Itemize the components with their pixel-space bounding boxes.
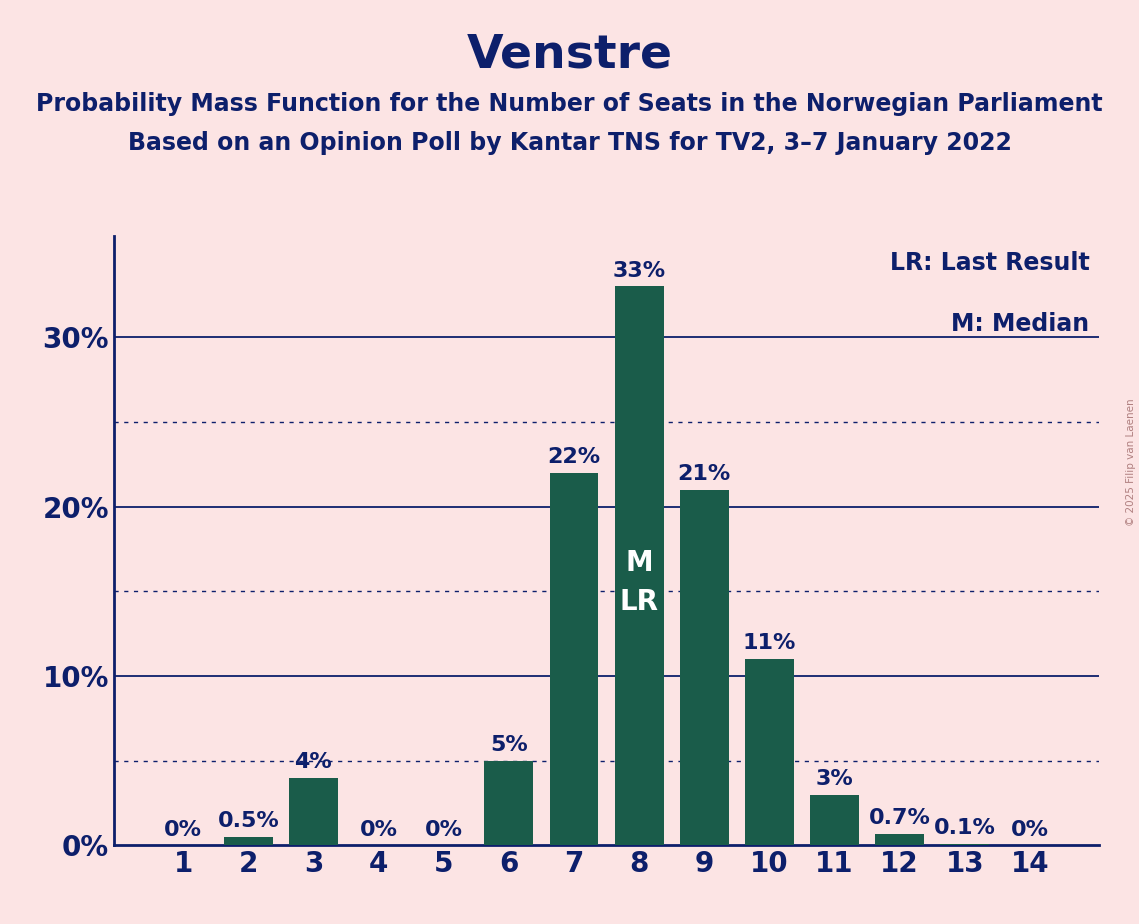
Text: 4%: 4% <box>295 752 333 772</box>
Text: Probability Mass Function for the Number of Seats in the Norwegian Parliament: Probability Mass Function for the Number… <box>36 92 1103 116</box>
Text: 0%: 0% <box>425 820 462 840</box>
Text: 0.7%: 0.7% <box>869 808 931 828</box>
Text: 0.5%: 0.5% <box>218 811 279 831</box>
Text: © 2025 Filip van Laenen: © 2025 Filip van Laenen <box>1126 398 1136 526</box>
Bar <box>289 778 338 845</box>
Bar <box>615 286 664 845</box>
Text: Based on an Opinion Poll by Kantar TNS for TV2, 3–7 January 2022: Based on an Opinion Poll by Kantar TNS f… <box>128 131 1011 155</box>
Bar <box>224 837 272 845</box>
Text: M: Median: M: Median <box>951 312 1089 335</box>
Text: 0%: 0% <box>1011 820 1049 840</box>
Text: 0%: 0% <box>164 820 202 840</box>
Text: Venstre: Venstre <box>467 32 672 78</box>
Bar <box>680 490 729 845</box>
Bar <box>941 844 989 845</box>
Bar <box>484 760 533 845</box>
Text: 0%: 0% <box>360 820 398 840</box>
Text: 5%: 5% <box>490 735 527 755</box>
Text: 11%: 11% <box>743 633 796 653</box>
Text: 3%: 3% <box>816 769 853 789</box>
Text: 21%: 21% <box>678 464 731 484</box>
Bar <box>745 659 794 845</box>
Text: LR: Last Result: LR: Last Result <box>890 250 1089 274</box>
Bar <box>810 795 859 845</box>
Text: 33%: 33% <box>613 261 665 281</box>
Bar <box>549 473 598 845</box>
Text: 22%: 22% <box>548 447 600 467</box>
Text: 0.1%: 0.1% <box>934 818 995 838</box>
Bar <box>875 833 924 845</box>
Text: M
LR: M LR <box>620 549 658 616</box>
